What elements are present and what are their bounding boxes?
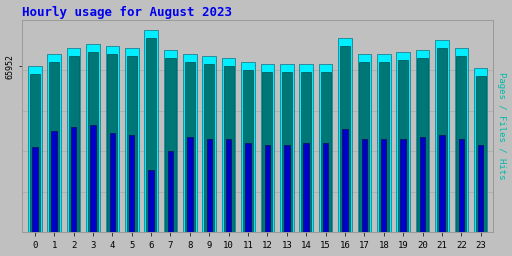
- Bar: [108, 54, 117, 232]
- Bar: [361, 139, 367, 232]
- Bar: [439, 135, 444, 232]
- Bar: [165, 58, 176, 232]
- Bar: [379, 62, 389, 232]
- Bar: [48, 54, 61, 232]
- Bar: [381, 139, 387, 232]
- Bar: [206, 139, 212, 232]
- Bar: [110, 133, 115, 232]
- Bar: [67, 48, 80, 232]
- Bar: [168, 151, 173, 232]
- Bar: [474, 68, 487, 232]
- Bar: [222, 58, 236, 232]
- Bar: [282, 72, 292, 232]
- Text: Hourly usage for August 2023: Hourly usage for August 2023: [22, 6, 232, 18]
- Bar: [338, 38, 352, 232]
- Bar: [301, 72, 311, 232]
- Bar: [125, 48, 139, 232]
- Bar: [126, 56, 137, 232]
- Bar: [417, 58, 428, 232]
- Bar: [69, 56, 79, 232]
- Bar: [455, 48, 468, 232]
- Bar: [262, 72, 272, 232]
- Bar: [319, 64, 332, 232]
- Y-axis label: Pages / Files / Hits: Pages / Files / Hits: [498, 72, 506, 180]
- Bar: [164, 50, 177, 232]
- Bar: [243, 70, 253, 232]
- Bar: [265, 145, 270, 232]
- Bar: [52, 131, 57, 232]
- Bar: [420, 137, 425, 232]
- Bar: [300, 64, 313, 232]
- Bar: [416, 50, 429, 232]
- Bar: [28, 66, 41, 232]
- Bar: [478, 145, 483, 232]
- Bar: [146, 38, 156, 232]
- Bar: [129, 135, 135, 232]
- Bar: [396, 52, 410, 232]
- Bar: [185, 62, 195, 232]
- Bar: [435, 40, 449, 232]
- Bar: [30, 74, 40, 232]
- Bar: [342, 129, 348, 232]
- Bar: [71, 127, 76, 232]
- Bar: [224, 66, 233, 232]
- Bar: [245, 143, 251, 232]
- Bar: [323, 143, 328, 232]
- Bar: [459, 139, 464, 232]
- Bar: [226, 139, 231, 232]
- Bar: [183, 54, 197, 232]
- Bar: [32, 147, 37, 232]
- Bar: [359, 62, 369, 232]
- Bar: [437, 48, 447, 232]
- Bar: [241, 62, 255, 232]
- Bar: [88, 52, 98, 232]
- Bar: [202, 56, 216, 232]
- Bar: [476, 77, 486, 232]
- Bar: [148, 170, 154, 232]
- Bar: [105, 46, 119, 232]
- Bar: [280, 64, 293, 232]
- Bar: [187, 137, 193, 232]
- Bar: [398, 60, 408, 232]
- Bar: [340, 46, 350, 232]
- Bar: [400, 139, 406, 232]
- Bar: [377, 54, 391, 232]
- Bar: [456, 56, 466, 232]
- Bar: [86, 44, 100, 232]
- Bar: [261, 64, 274, 232]
- Bar: [144, 30, 158, 232]
- Bar: [90, 125, 96, 232]
- Bar: [204, 64, 215, 232]
- Bar: [357, 54, 371, 232]
- Bar: [49, 62, 59, 232]
- Bar: [284, 145, 289, 232]
- Bar: [304, 143, 309, 232]
- Bar: [321, 72, 331, 232]
